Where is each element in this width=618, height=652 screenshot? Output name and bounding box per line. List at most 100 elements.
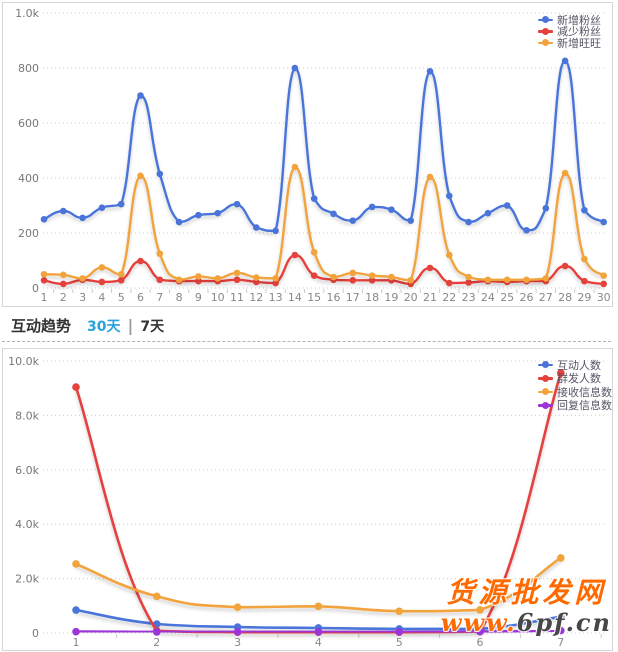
- legend-item-2[interactable]: 新增旺旺: [538, 37, 601, 50]
- data-point[interactable]: [233, 603, 242, 611]
- data-point[interactable]: [310, 248, 318, 256]
- data-point[interactable]: [476, 627, 484, 636]
- data-point[interactable]: [581, 255, 588, 263]
- data-point[interactable]: [60, 207, 67, 215]
- data-point[interactable]: [153, 592, 161, 601]
- data-point[interactable]: [330, 210, 337, 218]
- data-point[interactable]: [407, 217, 415, 224]
- data-point[interactable]: [368, 272, 376, 279]
- data-point[interactable]: [446, 251, 453, 259]
- data-point[interactable]: [600, 280, 607, 288]
- tab-30-days[interactable]: 30天: [87, 319, 121, 335]
- data-point[interactable]: [117, 270, 125, 278]
- data-point[interactable]: [72, 383, 80, 391]
- data-point[interactable]: [253, 274, 260, 281]
- data-point[interactable]: [214, 275, 221, 282]
- legend-item-2[interactable]: 接收信息数: [538, 385, 612, 399]
- data-point[interactable]: [465, 279, 472, 286]
- data-point[interactable]: [175, 276, 183, 284]
- data-point[interactable]: [72, 606, 80, 614]
- data-point[interactable]: [557, 554, 565, 562]
- data-point[interactable]: [272, 279, 279, 287]
- data-point[interactable]: [310, 272, 318, 279]
- data-point[interactable]: [233, 276, 241, 284]
- data-point[interactable]: [310, 195, 318, 202]
- data-point[interactable]: [79, 275, 86, 282]
- data-point[interactable]: [465, 273, 472, 281]
- data-point[interactable]: [195, 211, 202, 219]
- legend-item-1[interactable]: 减少粉丝: [538, 25, 601, 38]
- data-point[interactable]: [368, 277, 376, 284]
- tab-7-days[interactable]: 7天: [140, 319, 165, 335]
- data-point[interactable]: [156, 276, 164, 284]
- data-point[interactable]: [60, 280, 67, 288]
- data-point[interactable]: [395, 628, 404, 636]
- data-point[interactable]: [557, 612, 565, 621]
- data-point[interactable]: [349, 269, 357, 277]
- data-point[interactable]: [557, 369, 565, 377]
- data-point[interactable]: [40, 277, 48, 284]
- data-point[interactable]: [156, 250, 164, 257]
- data-point[interactable]: [72, 560, 80, 568]
- data-point[interactable]: [117, 200, 125, 208]
- data-point[interactable]: [446, 192, 453, 200]
- data-point[interactable]: [156, 170, 164, 178]
- data-point[interactable]: [253, 224, 260, 231]
- data-point[interactable]: [426, 264, 434, 272]
- data-point[interactable]: [272, 227, 279, 235]
- data-point[interactable]: [581, 277, 588, 285]
- data-point[interactable]: [233, 628, 242, 636]
- legend-item-0[interactable]: 互动人数: [538, 358, 612, 372]
- data-point[interactable]: [542, 204, 550, 212]
- data-point[interactable]: [314, 628, 323, 636]
- data-point[interactable]: [581, 206, 588, 214]
- data-point[interactable]: [407, 277, 415, 284]
- data-point[interactable]: [272, 275, 279, 282]
- data-point[interactable]: [503, 202, 511, 209]
- data-point[interactable]: [330, 273, 337, 281]
- data-point[interactable]: [557, 626, 565, 635]
- data-point[interactable]: [60, 271, 67, 279]
- data-point[interactable]: [314, 602, 323, 611]
- data-point[interactable]: [523, 226, 530, 234]
- data-point[interactable]: [98, 204, 106, 211]
- data-point[interactable]: [98, 264, 106, 271]
- data-point[interactable]: [503, 276, 511, 284]
- data-point[interactable]: [72, 627, 80, 636]
- data-point[interactable]: [153, 628, 161, 636]
- data-point[interactable]: [98, 278, 106, 286]
- data-point[interactable]: [214, 209, 221, 217]
- data-point[interactable]: [137, 257, 144, 265]
- data-point[interactable]: [233, 200, 241, 208]
- data-point[interactable]: [600, 218, 607, 226]
- data-point[interactable]: [523, 276, 530, 284]
- data-point[interactable]: [388, 273, 395, 281]
- data-point[interactable]: [233, 269, 241, 277]
- data-point[interactable]: [426, 173, 434, 181]
- data-point[interactable]: [291, 163, 299, 171]
- data-point[interactable]: [79, 214, 86, 222]
- legend-item-0[interactable]: 新增粉丝: [538, 14, 601, 27]
- legend-item-3[interactable]: 回复信息数: [538, 399, 612, 412]
- data-point[interactable]: [561, 262, 569, 270]
- data-point[interactable]: [291, 64, 299, 72]
- data-point[interactable]: [600, 272, 607, 279]
- data-point[interactable]: [40, 215, 48, 223]
- data-point[interactable]: [195, 273, 202, 280]
- data-point[interactable]: [349, 217, 357, 224]
- data-point[interactable]: [137, 92, 144, 99]
- data-point[interactable]: [117, 277, 125, 284]
- data-point[interactable]: [175, 218, 183, 226]
- data-point[interactable]: [137, 172, 144, 180]
- data-point[interactable]: [484, 209, 492, 217]
- data-point[interactable]: [388, 206, 395, 213]
- data-point[interactable]: [395, 607, 404, 616]
- data-point[interactable]: [542, 275, 550, 282]
- data-point[interactable]: [484, 276, 492, 284]
- data-point[interactable]: [291, 251, 299, 259]
- data-point[interactable]: [476, 606, 484, 614]
- interaction-trend-chart[interactable]: 0 2.0k 4.0k 6.0k 8.0k 10.0k 1 2 3 4 5 6 7: [3, 349, 612, 650]
- data-point[interactable]: [368, 203, 376, 211]
- data-point[interactable]: [349, 277, 357, 284]
